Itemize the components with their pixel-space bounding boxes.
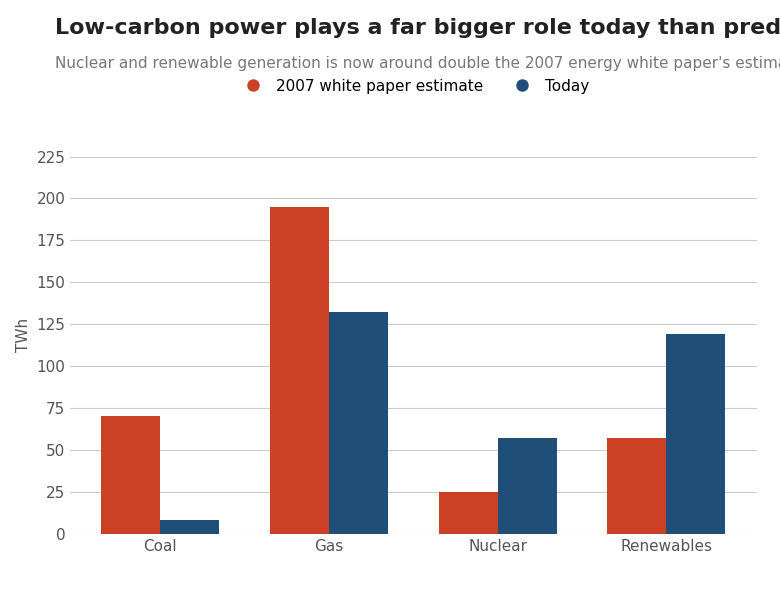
Bar xyxy=(270,207,329,534)
Bar xyxy=(666,334,725,534)
Bar xyxy=(438,492,498,534)
Text: Low-carbon power plays a far bigger role today than predicted 13 years ago: Low-carbon power plays a far bigger role… xyxy=(55,18,780,38)
Bar xyxy=(608,438,666,534)
Y-axis label: TWh: TWh xyxy=(16,318,31,352)
Bar xyxy=(161,520,219,534)
Bar xyxy=(101,416,161,534)
Legend: 2007 white paper estimate, Today: 2007 white paper estimate, Today xyxy=(232,72,595,100)
Text: Nuclear and renewable generation is now around double the 2007 energy white pape: Nuclear and renewable generation is now … xyxy=(55,56,780,71)
Bar xyxy=(329,313,388,534)
Bar xyxy=(498,438,557,534)
